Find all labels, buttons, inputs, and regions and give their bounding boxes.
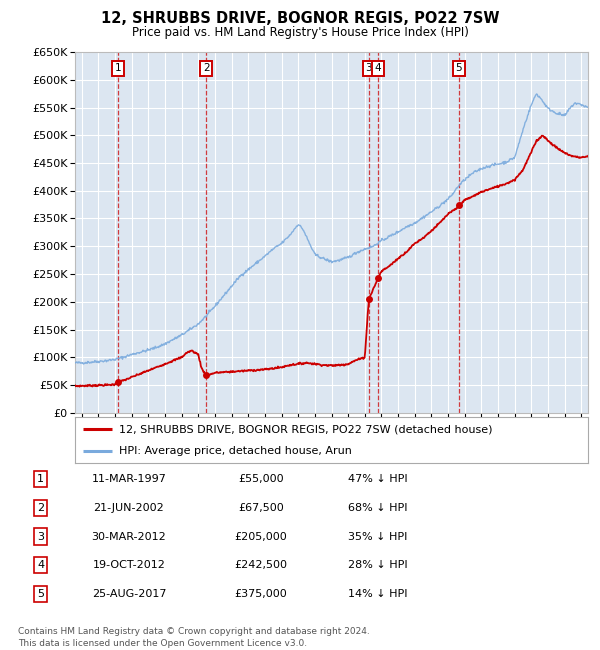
Text: Price paid vs. HM Land Registry's House Price Index (HPI): Price paid vs. HM Land Registry's House … [131,26,469,39]
Text: 4: 4 [375,63,382,73]
Text: 5: 5 [455,63,462,73]
Text: HPI: Average price, detached house, Arun: HPI: Average price, detached house, Arun [119,446,352,456]
Text: £375,000: £375,000 [235,589,287,599]
Text: £205,000: £205,000 [235,532,287,541]
Text: 35% ↓ HPI: 35% ↓ HPI [349,532,407,541]
Text: 21-JUN-2002: 21-JUN-2002 [94,503,164,513]
Text: 1: 1 [37,474,44,484]
Text: 47% ↓ HPI: 47% ↓ HPI [348,474,408,484]
Text: 1: 1 [115,63,121,73]
Text: £242,500: £242,500 [235,560,287,570]
Text: 30-MAR-2012: 30-MAR-2012 [92,532,166,541]
Text: 2: 2 [203,63,209,73]
Text: £67,500: £67,500 [238,503,284,513]
Text: 25-AUG-2017: 25-AUG-2017 [92,589,166,599]
Text: 19-OCT-2012: 19-OCT-2012 [92,560,166,570]
Text: 12, SHRUBBS DRIVE, BOGNOR REGIS, PO22 7SW: 12, SHRUBBS DRIVE, BOGNOR REGIS, PO22 7S… [101,11,499,26]
Text: Contains HM Land Registry data © Crown copyright and database right 2024.
This d: Contains HM Land Registry data © Crown c… [18,627,370,648]
Text: 5: 5 [37,589,44,599]
Text: 28% ↓ HPI: 28% ↓ HPI [348,560,408,570]
Text: 4: 4 [37,560,44,570]
Text: 2: 2 [37,503,44,513]
Text: 14% ↓ HPI: 14% ↓ HPI [348,589,408,599]
Text: 3: 3 [37,532,44,541]
Text: 12, SHRUBBS DRIVE, BOGNOR REGIS, PO22 7SW (detached house): 12, SHRUBBS DRIVE, BOGNOR REGIS, PO22 7S… [119,424,492,434]
Text: 68% ↓ HPI: 68% ↓ HPI [348,503,408,513]
Text: 11-MAR-1997: 11-MAR-1997 [92,474,166,484]
Text: 3: 3 [365,63,372,73]
Text: £55,000: £55,000 [238,474,284,484]
